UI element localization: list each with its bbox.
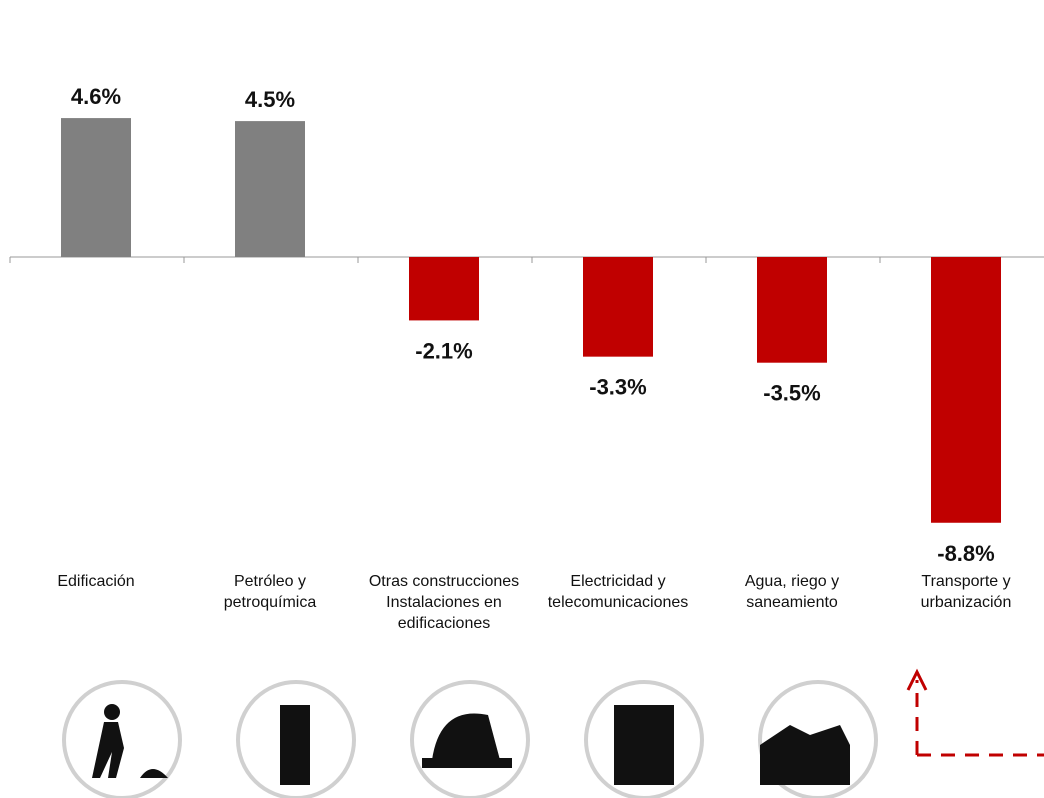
value-label: 4.6% <box>71 84 121 109</box>
value-label: -3.3% <box>589 375 646 400</box>
icon-circle <box>236 680 356 798</box>
icon-circle <box>758 680 878 798</box>
arrow-head <box>906 668 928 691</box>
building-icon <box>760 725 850 785</box>
value-label: 4.5% <box>245 87 295 112</box>
paint-icon <box>614 705 674 785</box>
icons <box>62 680 878 798</box>
helmet-icon <box>432 713 500 760</box>
bar <box>235 121 305 257</box>
bar <box>61 118 131 257</box>
bar <box>583 257 653 357</box>
category-label: Petróleo y petroquímica <box>223 573 317 611</box>
category-label: Otras construcciones Instalaciones en ed… <box>368 573 520 632</box>
icon-circle <box>62 680 182 798</box>
worker-icon <box>104 704 120 720</box>
value-label: -2.1% <box>415 338 472 363</box>
category-label: Electricidad y telecomunicaciones <box>547 573 689 611</box>
worker-icon <box>92 722 124 778</box>
bar <box>757 257 827 363</box>
bar <box>931 257 1001 523</box>
value-label: -3.5% <box>763 381 820 406</box>
arrow <box>906 668 1044 757</box>
worker-icon <box>140 769 168 778</box>
value-label: -8.8% <box>937 541 994 566</box>
icon-glyphs <box>92 704 850 785</box>
helmet-icon <box>422 758 512 768</box>
bar <box>409 257 479 321</box>
icon-circle <box>584 680 704 798</box>
category-label: Transporte y urbanización <box>920 573 1012 611</box>
icon-circle <box>410 680 530 798</box>
door-icon <box>280 705 310 785</box>
category-label: Agua, riego y saneamiento <box>744 573 840 611</box>
category-label: Edificación <box>57 573 135 590</box>
